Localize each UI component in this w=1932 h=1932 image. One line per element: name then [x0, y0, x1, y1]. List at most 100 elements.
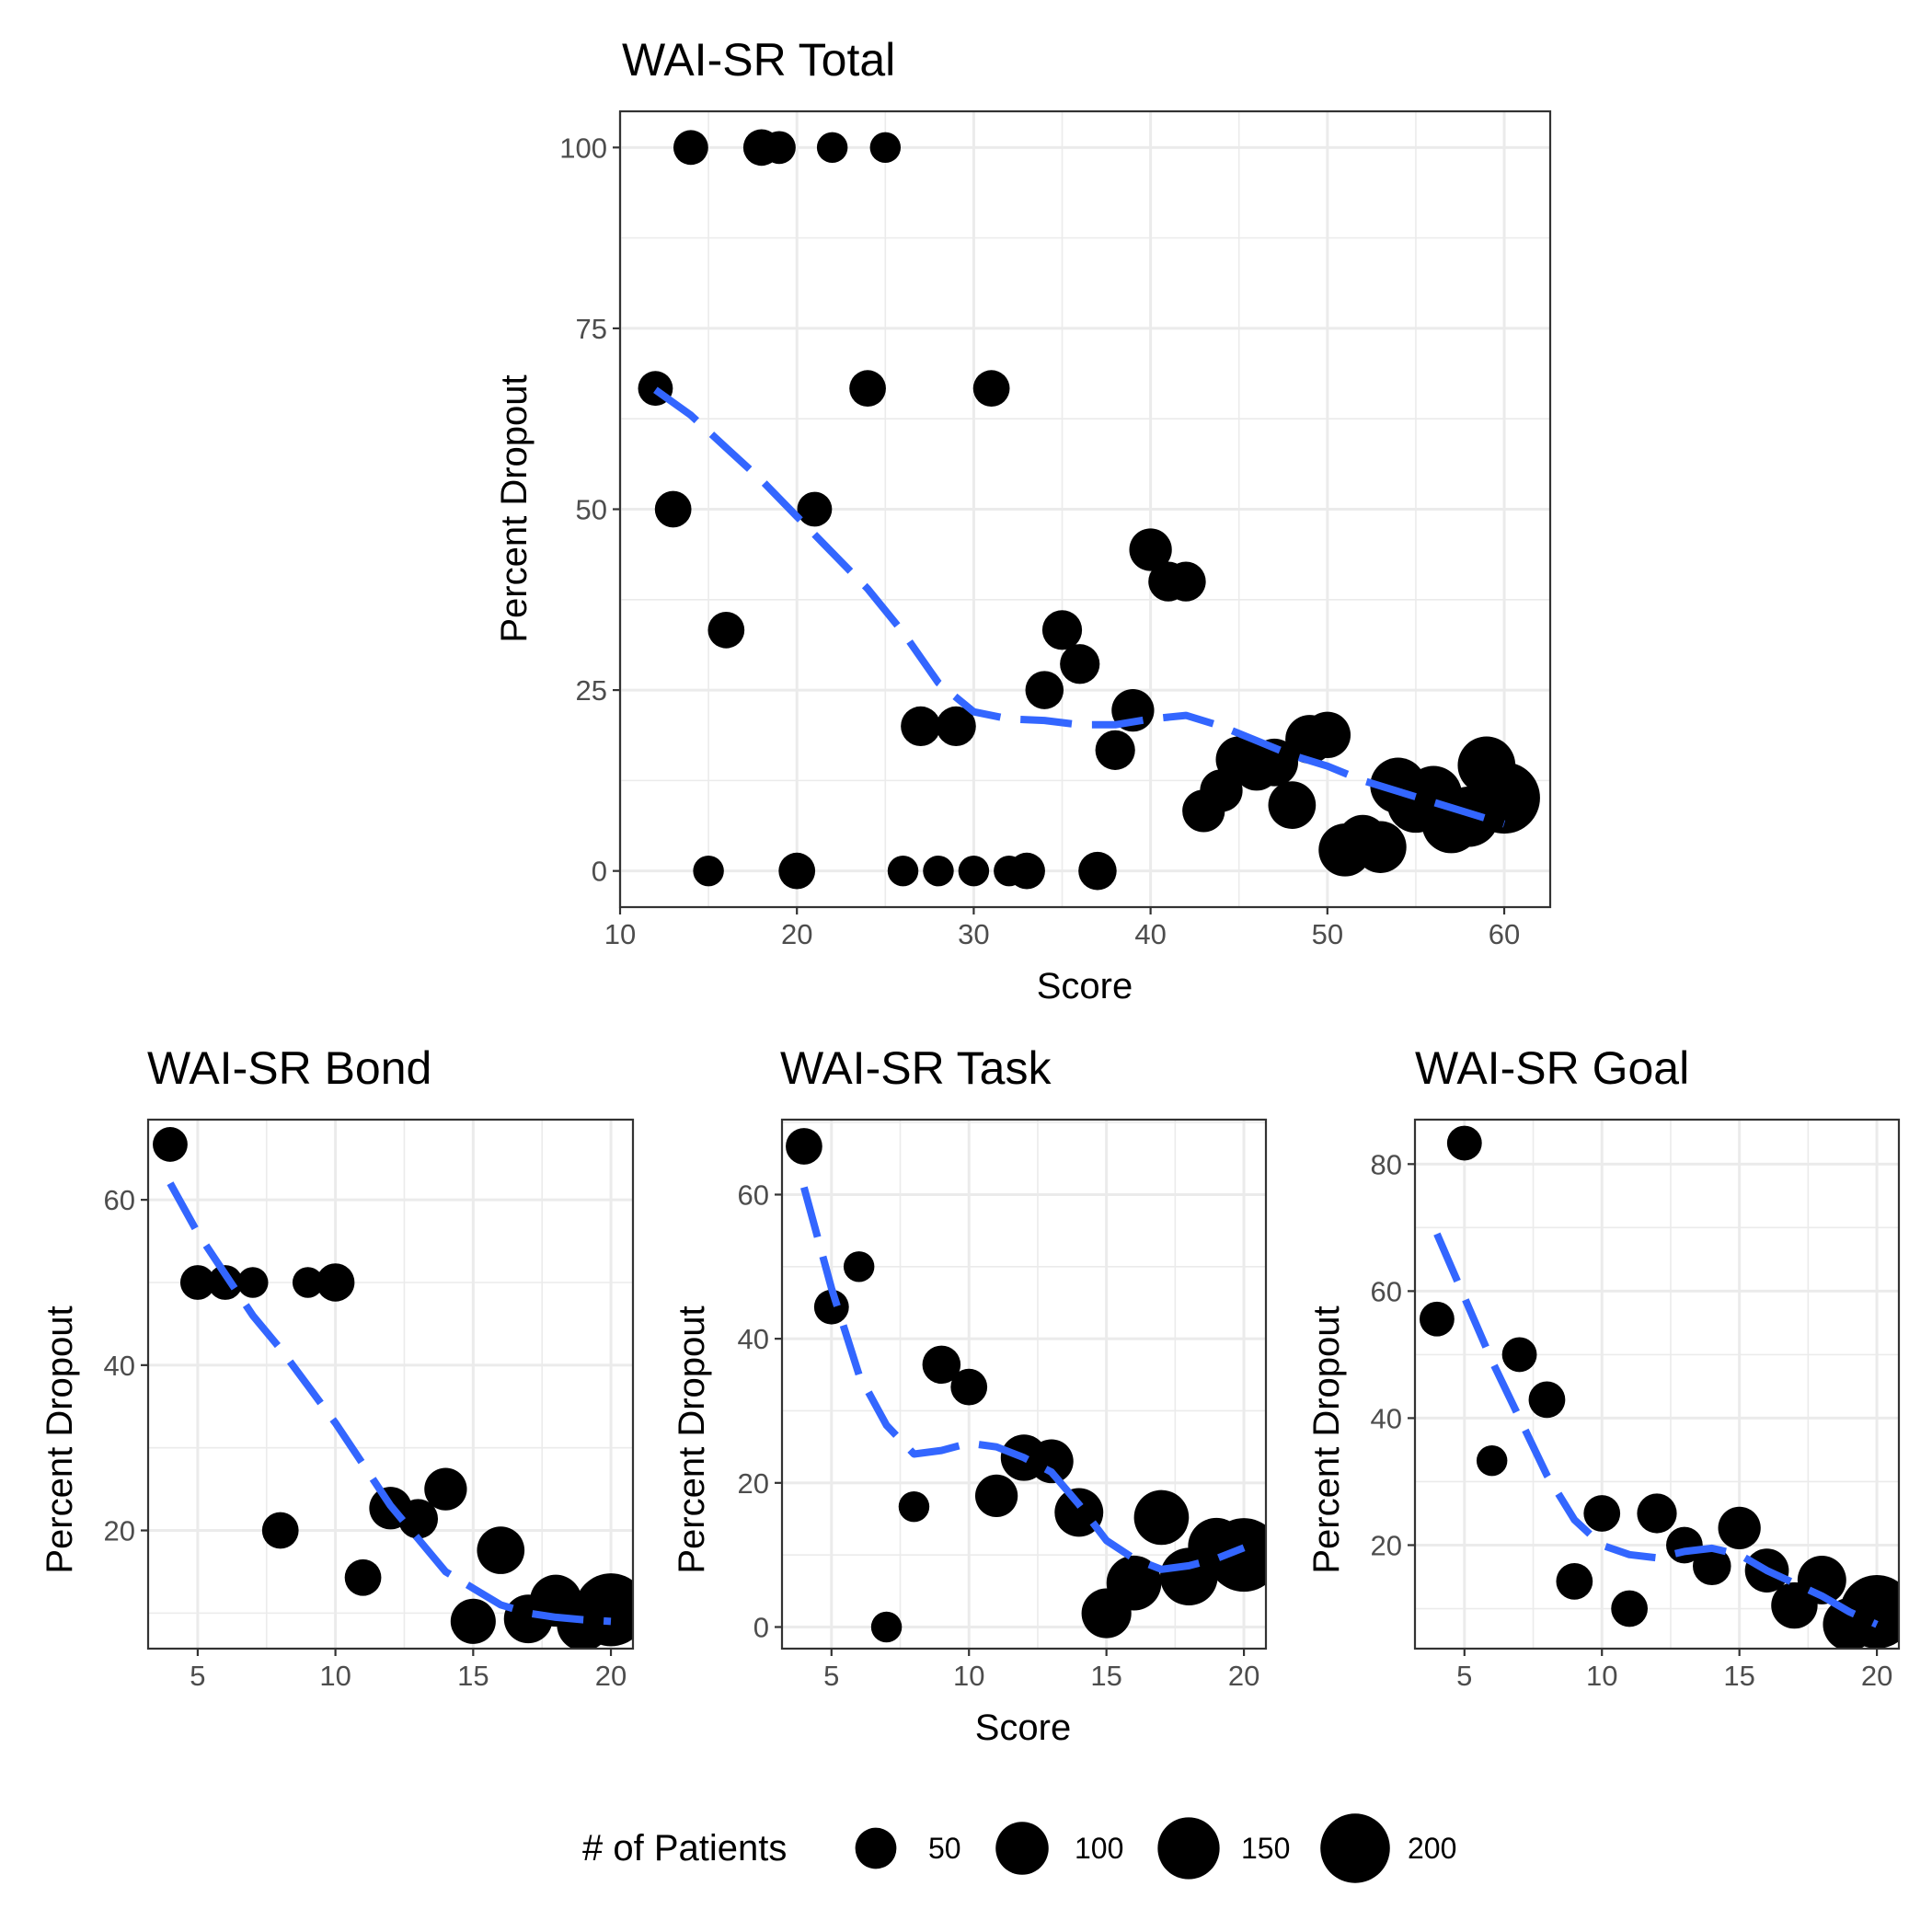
- data-point: [654, 490, 692, 528]
- x-tick-label: 50: [1312, 918, 1343, 950]
- data-point: [316, 1263, 355, 1302]
- data-point: [972, 370, 1010, 408]
- x-tick-label: 20: [781, 918, 812, 950]
- data-point: [1637, 1493, 1677, 1534]
- data-point: [450, 1598, 496, 1644]
- data-point: [673, 130, 708, 166]
- data-point: [477, 1526, 525, 1574]
- data-point: [1476, 1444, 1508, 1477]
- panel-goal: WAI-SR Goal 5 10 15 20 20 40 60 80 Percent Drop…: [1306, 1042, 1901, 1692]
- data-point: [1528, 1381, 1566, 1419]
- data-point: [778, 852, 816, 890]
- x-tick-label: 5: [823, 1660, 839, 1692]
- data-point: [344, 1558, 382, 1596]
- legend: # of Patients 50 100 150 200: [582, 1813, 1456, 1883]
- y-tick-label: 20: [738, 1467, 769, 1500]
- data-point: [936, 706, 976, 747]
- legend-key-circle: [1320, 1813, 1390, 1883]
- data-point: [1166, 561, 1206, 602]
- data-point: [1008, 852, 1045, 890]
- x-tick-label: 20: [1228, 1660, 1259, 1692]
- data-point: [870, 1611, 903, 1643]
- y-tick-label: 40: [738, 1323, 769, 1355]
- smooth-line: [167, 1181, 612, 1626]
- data-point: [424, 1467, 467, 1511]
- data-point: [1268, 781, 1317, 829]
- data-point: [1029, 1439, 1074, 1484]
- x-tick-label: 10: [319, 1660, 351, 1692]
- data-point: [898, 1490, 930, 1523]
- data-point: [261, 1512, 299, 1549]
- data-point: [1078, 851, 1117, 891]
- data-point: [1718, 1506, 1761, 1549]
- y-tick-label: 75: [576, 313, 607, 345]
- y-tick-label: 25: [576, 674, 607, 707]
- y-tick-label: 20: [104, 1515, 135, 1547]
- points: [786, 1128, 1266, 1643]
- x-tick-label: 10: [1586, 1660, 1617, 1692]
- xlabel-total: Score: [1037, 966, 1133, 1006]
- data-point: [179, 1265, 215, 1300]
- x-tick-label: 60: [1489, 918, 1520, 950]
- data-point: [849, 370, 886, 408]
- panel-title-task: WAI-SR Task: [780, 1042, 1052, 1094]
- panel-border: [1413, 1118, 1901, 1650]
- x-tick-label: 20: [1861, 1660, 1892, 1692]
- panel-border: [780, 1118, 1268, 1650]
- data-point: [816, 132, 848, 164]
- data-point: [1666, 1526, 1703, 1564]
- y-tick-label: 80: [1371, 1148, 1402, 1180]
- data-point: [950, 1368, 988, 1406]
- data-point: [843, 1251, 875, 1282]
- data-point: [901, 706, 941, 747]
- smooth-line: [653, 386, 1506, 828]
- data-point: [693, 855, 724, 887]
- plot-area-task: 5 10 15 20 0 20 40 60: [738, 1118, 1268, 1692]
- data-point: [1304, 711, 1351, 759]
- legend-key-label: 150: [1241, 1832, 1290, 1865]
- data-point: [397, 1499, 439, 1539]
- data-point: [958, 855, 990, 887]
- y-tick-label: 60: [738, 1179, 769, 1211]
- legend-key-circle: [855, 1827, 897, 1869]
- data-point: [1583, 1495, 1621, 1532]
- points: [153, 1127, 633, 1649]
- data-point: [813, 1289, 849, 1325]
- y-tick-label: 40: [1371, 1402, 1402, 1434]
- data-point: [1133, 1489, 1190, 1546]
- y-tick-label: 60: [104, 1184, 135, 1216]
- legend-key-label: 200: [1408, 1832, 1456, 1865]
- data-point: [1025, 671, 1064, 709]
- panel-border: [146, 1118, 635, 1650]
- x-tick-label: 30: [958, 918, 989, 950]
- y-tick-label: 50: [576, 494, 607, 526]
- data-point: [869, 132, 902, 164]
- plot-area-total: 10 20 30 40 50 60 0 25 50 75 100: [559, 109, 1552, 950]
- data-point: [1501, 1337, 1537, 1373]
- data-point: [763, 131, 796, 165]
- panel-title-total: WAI-SR Total: [622, 34, 895, 86]
- xlabel-task: Score: [975, 1708, 1072, 1748]
- x-tick-label: 15: [1090, 1660, 1121, 1692]
- y-tick-label: 0: [753, 1611, 769, 1643]
- legend-key-label: 100: [1075, 1832, 1123, 1865]
- data-point: [207, 1265, 243, 1300]
- data-point: [1468, 762, 1540, 834]
- points: [638, 129, 1540, 891]
- legend-title: # of Patients: [582, 1828, 787, 1869]
- data-point: [797, 491, 833, 527]
- y-tick-label: 40: [104, 1350, 135, 1382]
- data-point: [574, 1573, 633, 1647]
- data-point: [887, 855, 919, 887]
- data-point: [923, 855, 954, 887]
- data-point: [1041, 610, 1083, 650]
- panel-task: WAI-SR Task 5 10 15 20 0 20 40 60 Percent Dropo…: [672, 1042, 1268, 1748]
- data-point: [237, 1267, 269, 1298]
- ylabel-task: Percent Dropout: [672, 1305, 712, 1573]
- data-point: [1611, 1590, 1648, 1627]
- y-tick-label: 0: [592, 856, 607, 888]
- panel-title-goal: WAI-SR Goal: [1415, 1042, 1689, 1094]
- panel-bond: WAI-SR Bond 5 10 15 20 20 40 60 Percent Dropou…: [40, 1042, 635, 1692]
- x-tick-label: 5: [190, 1660, 205, 1692]
